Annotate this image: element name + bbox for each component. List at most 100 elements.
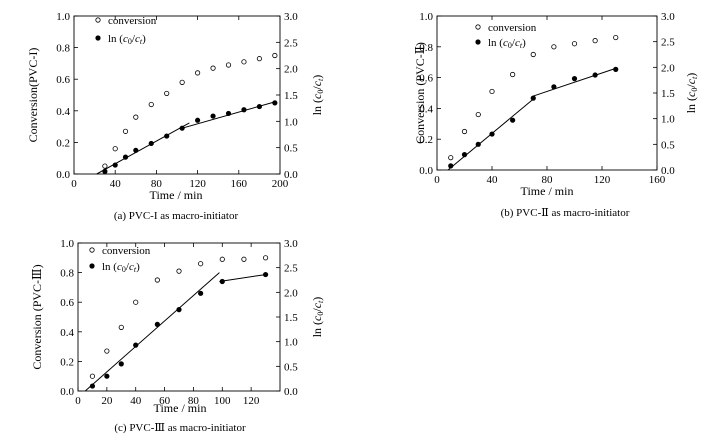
ln-point	[272, 100, 278, 106]
conversion-point	[551, 44, 557, 50]
x-axis-title: Time / min	[150, 188, 203, 202]
ln-point	[133, 342, 139, 348]
x-tick-label: 0	[71, 178, 77, 190]
x-tick-label: 60	[159, 395, 171, 407]
legend-marker-conversion	[475, 24, 481, 30]
ln-point	[210, 113, 216, 119]
ln-point	[198, 290, 204, 296]
ln-point	[176, 307, 182, 313]
y-right-tick-label: 0.0	[284, 386, 298, 398]
conversion-point	[89, 373, 96, 379]
y-right-tick-label: 0.5	[661, 139, 675, 151]
conversion-point	[489, 88, 495, 95]
conversion-point	[571, 41, 578, 47]
x-tick-label: 40	[487, 174, 499, 186]
x-tick-label: 0	[434, 174, 440, 186]
conversion-point	[198, 261, 204, 267]
conversion-point	[448, 155, 454, 161]
conversion-point	[179, 79, 185, 85]
x-tick-label: 20	[101, 395, 113, 407]
ln-point	[195, 117, 201, 123]
fit-line	[84, 272, 220, 392]
y-right-tick-label: 2.0	[284, 64, 298, 76]
y-left-tick-label: 0.0	[60, 386, 74, 398]
conversion-point	[530, 51, 536, 58]
ln-point	[112, 162, 118, 168]
legend-marker-ln	[89, 263, 95, 269]
y-right-axis-title: ln (c0/ct)	[310, 75, 325, 116]
y-left-tick-label: 0.6	[56, 74, 70, 86]
x-tick-label: 80	[542, 174, 554, 186]
legend: conversion ln (c0/ct)	[89, 245, 151, 274]
y-right-tick-label: 2.5	[284, 263, 298, 275]
legend: conversion ln (c0/ct)	[95, 15, 157, 46]
y-left-axis-title: Conversion (PVC-Ⅲ)	[30, 264, 44, 369]
ln-point	[461, 152, 468, 158]
y-left-axis-title: Conversion (PVC-Ⅱ)	[413, 42, 427, 144]
legend-marker-ln	[95, 35, 101, 41]
legend-label-ln: ln (c0/ct)	[102, 261, 140, 274]
y-left-tick-label: 1.0	[56, 11, 70, 23]
y-left-tick-label: 0.6	[60, 297, 74, 309]
conversion-point	[225, 62, 232, 68]
y-right-tick-label: 2.0	[284, 287, 298, 299]
fit-line	[533, 67, 616, 97]
y-left-tick-label: 0.4	[60, 327, 74, 339]
legend-label-ln: ln (c0/ct)	[108, 33, 146, 46]
conversion-point	[133, 114, 139, 120]
y-left-axis-title: Conversion(PVC-I)	[26, 48, 40, 143]
conversion-point	[262, 255, 269, 261]
conversion-point	[112, 146, 118, 152]
ln-point	[530, 95, 536, 101]
y-right-tick-label: 0.5	[284, 361, 298, 373]
y-left-tick-label: 1.0	[60, 238, 74, 250]
legend-marker-ln	[475, 39, 481, 45]
y-right-tick-label: 0.5	[284, 143, 298, 155]
y-left-tick-label: 0.2	[56, 137, 70, 149]
y-right-tick-label: 0.0	[284, 169, 298, 181]
y-right-tick-label: 1.5	[284, 90, 298, 102]
conversion-point	[148, 101, 154, 108]
legend: conversion ln (c0/ct)	[475, 22, 537, 50]
y-right-tick-label: 3.0	[661, 11, 675, 23]
conversion-point	[256, 56, 262, 62]
y-right-tick-label: 0.0	[661, 165, 675, 177]
chart-panel-b: 0 40 80 120 1600.00.20.40.60.81.00.00.51.01.…	[413, 11, 699, 219]
y-left-tick-label: 0.8	[419, 42, 433, 54]
ln-point	[118, 361, 124, 367]
conversion-point	[195, 70, 201, 76]
y-right-tick-label: 2.5	[661, 37, 675, 49]
x-tick-label: 0	[75, 395, 81, 407]
conversion-point	[241, 59, 247, 65]
y-left-tick-label: 0.0	[419, 165, 433, 177]
conversion-point	[154, 277, 160, 283]
legend-marker-conversion	[89, 247, 95, 253]
y-left-tick-label: 0.6	[419, 73, 433, 85]
x-axis-title: Time / min	[154, 401, 207, 415]
x-tick-label: 120	[243, 395, 260, 407]
y-right-axis-title: ln (c0/ct)	[684, 73, 699, 114]
x-tick-label: 100	[214, 395, 231, 407]
y-left-tick-label: 0.4	[56, 106, 70, 118]
conversion-point	[210, 65, 216, 71]
y-right-tick-label: 3.0	[284, 238, 298, 250]
ln-point	[551, 84, 557, 90]
conversion-point	[219, 256, 225, 262]
y-left-tick-label: 0.0	[56, 169, 70, 181]
conversion-point	[475, 111, 481, 118]
y-right-tick-label: 2.0	[661, 62, 675, 74]
conversion-point	[104, 348, 110, 354]
conversion-point	[176, 268, 182, 274]
fit-line	[219, 274, 266, 282]
y-right-tick-label: 2.5	[284, 37, 298, 49]
legend-label-conversion: conversion	[102, 245, 151, 257]
chart-panel-a: 0 40 80 120 160 2000.00.20.40.60.81.00.00.51.…	[26, 11, 325, 222]
conversion-point	[122, 128, 129, 134]
conversion-point	[102, 163, 108, 169]
x-tick-label: 160	[649, 174, 666, 186]
y-left-tick-label: 0.2	[60, 356, 74, 368]
ln-point	[510, 117, 516, 123]
conversion-point	[613, 34, 619, 41]
fit-line	[182, 101, 275, 129]
